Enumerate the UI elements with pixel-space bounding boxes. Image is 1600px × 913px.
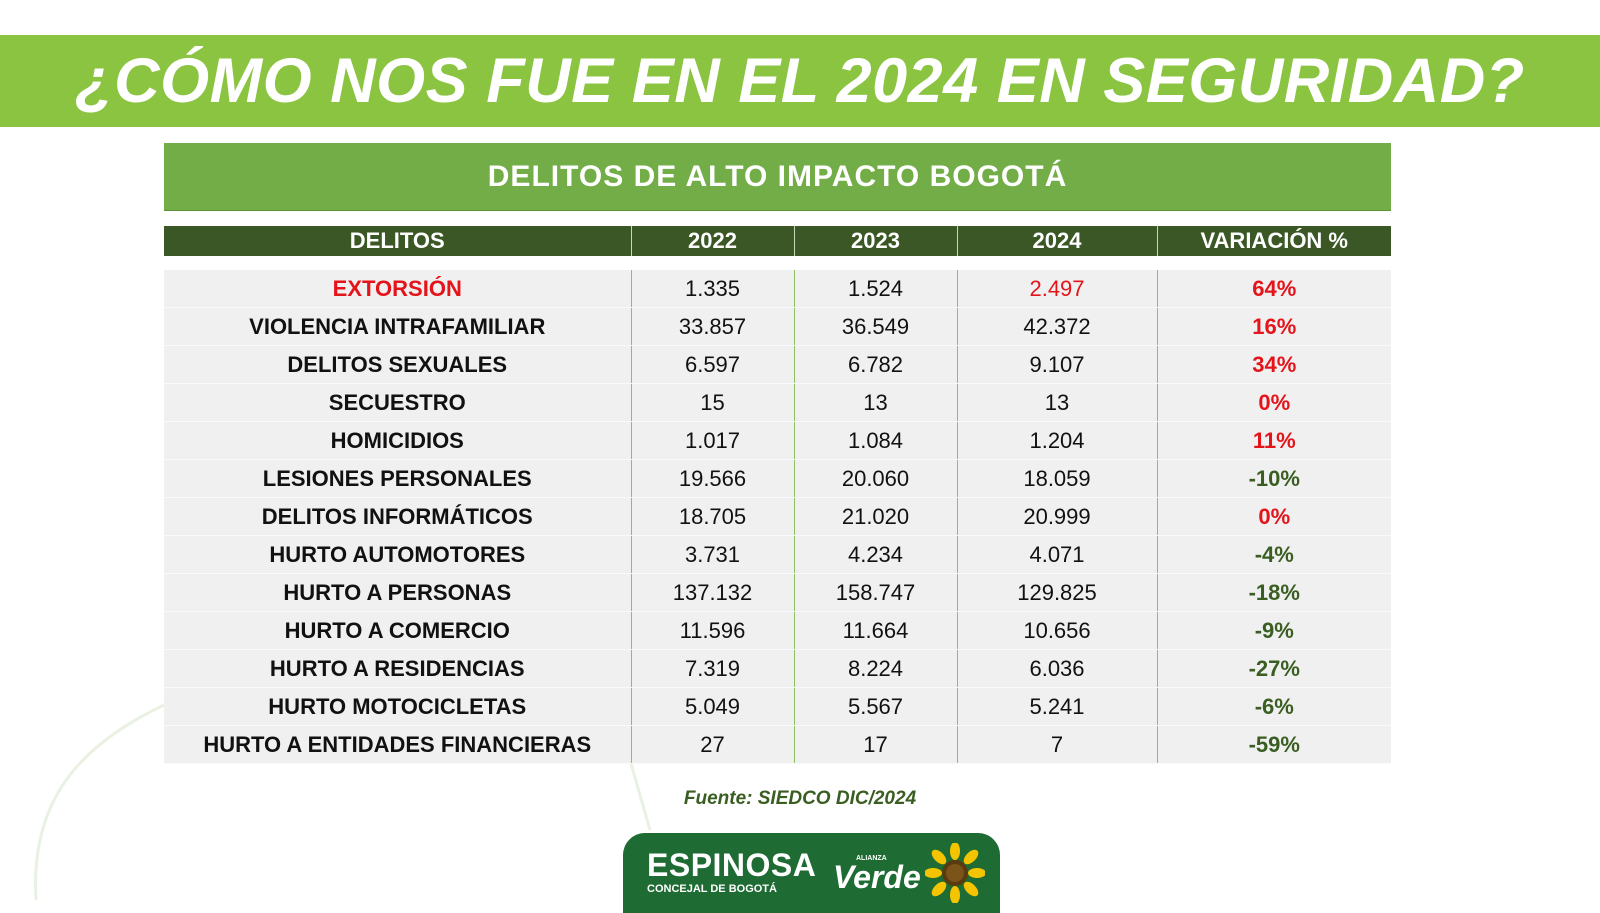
- table-header-row: DELITOS 2022 2023 2024 VARIACIÓN %: [164, 226, 1391, 256]
- crime-name: DELITOS SEXUALES: [164, 345, 631, 384]
- logo-verde-text: Verde: [833, 859, 921, 895]
- sunflower-icon: [925, 843, 985, 903]
- table-title-bar: DELITOS DE ALTO IMPACTO BOGOTÁ: [164, 143, 1391, 211]
- value-2024: 9.107: [956, 345, 1157, 384]
- variation-value: -18%: [1156, 573, 1391, 612]
- variation-value: 64%: [1156, 270, 1391, 308]
- source-note: Fuente: SIEDCO DIC/2024: [683, 788, 917, 809]
- value-2023: 4.234: [793, 535, 957, 574]
- value-2023: 21.020: [793, 497, 957, 536]
- value-2024: 6.036: [956, 649, 1157, 688]
- value-2023: 158.747: [793, 573, 957, 612]
- crime-name: DELITOS INFORMÁTICOS: [164, 497, 631, 536]
- table-row: HURTO A RESIDENCIAS 7.319 8.224 6.036 -27%: [164, 649, 1391, 688]
- crimes-table: DELITOS 2022 2023 2024 VARIACIÓN % EXTOR…: [164, 226, 1391, 764]
- value-2022: 1.335: [630, 270, 794, 308]
- value-2022: 11.596: [630, 611, 794, 650]
- value-2024: 13: [956, 383, 1157, 422]
- variation-value: -6%: [1156, 687, 1391, 726]
- value-2023: 1.084: [793, 421, 957, 460]
- crime-name: SECUESTRO: [164, 383, 631, 422]
- value-2022: 27: [630, 725, 794, 764]
- table-row: HURTO A COMERCIO 11.596 11.664 10.656 -9%: [164, 611, 1391, 650]
- table-row: DELITOS SEXUALES 6.597 6.782 9.107 34%: [164, 345, 1391, 384]
- value-2023: 8.224: [793, 649, 957, 688]
- page-title: ¿CÓMO NOS FUE EN EL 2024 EN SEGURIDAD?: [75, 46, 1525, 116]
- variation-value: -10%: [1156, 459, 1391, 498]
- table-row: EXTORSIÓN 1.335 1.524 2.497 64%: [164, 270, 1391, 308]
- value-2022: 6.597: [630, 345, 794, 384]
- table-title: DELITOS DE ALTO IMPACTO BOGOTÁ: [487, 159, 1068, 193]
- value-2024: 5.241: [956, 687, 1157, 726]
- value-2024: 4.071: [956, 535, 1157, 574]
- crime-name: HURTO A RESIDENCIAS: [164, 649, 631, 688]
- table-row: HURTO A PERSONAS 137.132 158.747 129.825 -18…: [164, 573, 1391, 612]
- variation-value: 0%: [1156, 383, 1391, 422]
- crime-name: HOMICIDIOS: [164, 421, 631, 460]
- value-2024: 2.497: [956, 270, 1157, 308]
- value-2024: 10.656: [956, 611, 1157, 650]
- value-2022: 3.731: [630, 535, 794, 574]
- header-2023: 2023: [793, 226, 957, 256]
- title-banner: ¿CÓMO NOS FUE EN EL 2024 EN SEGURIDAD?: [0, 35, 1600, 127]
- value-2023: 1.524: [793, 270, 957, 308]
- variation-value: -4%: [1156, 535, 1391, 574]
- logo-concejal-text: CONCEJAL DE BOGOTÁ: [647, 883, 777, 895]
- logo-espinosa-text: ESPINOSA: [647, 847, 817, 883]
- value-2023: 5.567: [793, 687, 957, 726]
- value-2023: 6.782: [793, 345, 957, 384]
- variation-value: 11%: [1156, 421, 1391, 460]
- variation-value: 0%: [1156, 497, 1391, 536]
- variation-value: 16%: [1156, 307, 1391, 346]
- value-2024: 42.372: [956, 307, 1157, 346]
- value-2022: 33.857: [630, 307, 794, 346]
- value-2024: 20.999: [956, 497, 1157, 536]
- value-2024: 7: [956, 725, 1157, 764]
- crime-name: HURTO A ENTIDADES FINANCIERAS: [164, 725, 631, 764]
- header-delitos: DELITOS: [164, 226, 631, 256]
- logo-alianza-text: ALIANZA: [856, 855, 887, 862]
- table-row: HOMICIDIOS 1.017 1.084 1.204 11%: [164, 421, 1391, 460]
- table-row: SECUESTRO 15 13 13 0%: [164, 383, 1391, 422]
- value-2023: 36.549: [793, 307, 957, 346]
- header-2022: 2022: [630, 226, 794, 256]
- variation-value: -9%: [1156, 611, 1391, 650]
- value-2024: 18.059: [956, 459, 1157, 498]
- crime-name: EXTORSIÓN: [164, 270, 631, 308]
- value-2023: 17: [793, 725, 957, 764]
- logo-footer: ESPINOSA CONCEJAL DE BOGOTÁ ALIANZA Verd…: [623, 833, 1000, 913]
- variation-value: -27%: [1156, 649, 1391, 688]
- crime-name: VIOLENCIA INTRAFAMILIAR: [164, 307, 631, 346]
- value-2022: 5.049: [630, 687, 794, 726]
- table-row: LESIONES PERSONALES 19.566 20.060 18.059 -10…: [164, 459, 1391, 498]
- header-2024: 2024: [956, 226, 1157, 256]
- value-2022: 15: [630, 383, 794, 422]
- table-row: HURTO AUTOMOTORES 3.731 4.234 4.071 -4%: [164, 535, 1391, 574]
- value-2022: 18.705: [630, 497, 794, 536]
- table-row: HURTO MOTOCICLETAS 5.049 5.567 5.241 -6%: [164, 687, 1391, 726]
- table-row: VIOLENCIA INTRAFAMILIAR 33.857 36.549 42.37…: [164, 307, 1391, 346]
- variation-value: -59%: [1156, 725, 1391, 764]
- value-2022: 7.319: [630, 649, 794, 688]
- value-2022: 1.017: [630, 421, 794, 460]
- crime-name: HURTO MOTOCICLETAS: [164, 687, 631, 726]
- header-variacion: VARIACIÓN %: [1156, 226, 1391, 256]
- value-2022: 19.566: [630, 459, 794, 498]
- variation-value: 34%: [1156, 345, 1391, 384]
- crime-name: LESIONES PERSONALES: [164, 459, 631, 498]
- value-2023: 20.060: [793, 459, 957, 498]
- value-2022: 137.132: [630, 573, 794, 612]
- crime-name: HURTO A PERSONAS: [164, 573, 631, 612]
- crime-name: HURTO AUTOMOTORES: [164, 535, 631, 574]
- value-2024: 129.825: [956, 573, 1157, 612]
- value-2023: 13: [793, 383, 957, 422]
- value-2023: 11.664: [793, 611, 957, 650]
- crime-name: HURTO A COMERCIO: [164, 611, 631, 650]
- value-2024: 1.204: [956, 421, 1157, 460]
- table-row: HURTO A ENTIDADES FINANCIERAS 27 17 7 -59%: [164, 725, 1391, 764]
- table-row: DELITOS INFORMÁTICOS 18.705 21.020 20.999 0%: [164, 497, 1391, 536]
